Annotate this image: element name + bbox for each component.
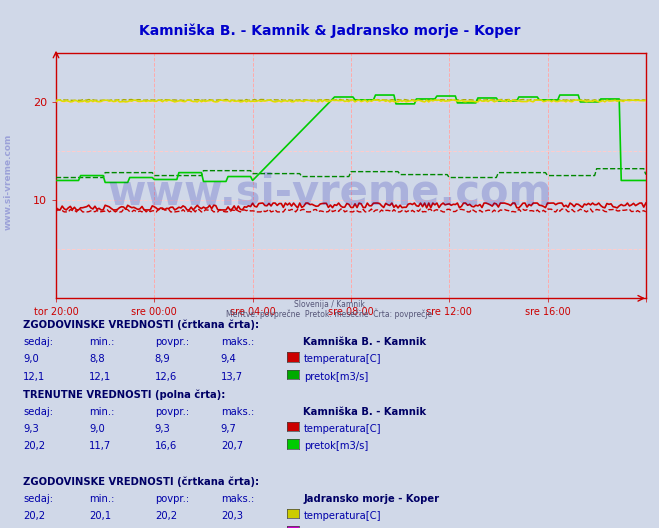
Text: pretok[m3/s]: pretok[m3/s]: [304, 441, 368, 451]
Text: 20,1: 20,1: [89, 511, 111, 521]
Text: TRENUTNE VREDNOSTI (polna črta):: TRENUTNE VREDNOSTI (polna črta):: [23, 389, 225, 400]
Text: Meritve: povprečne  Pretok: mesečne  Črta: povprečje: Meritve: povprečne Pretok: mesečne Črta:…: [227, 309, 432, 319]
Text: 9,7: 9,7: [221, 424, 237, 434]
Text: povpr.:: povpr.:: [155, 407, 189, 417]
Text: www.si-vreme.com: www.si-vreme.com: [3, 134, 13, 230]
Text: pretok[m3/s]: pretok[m3/s]: [304, 372, 368, 382]
Text: www.si-vreme.com: www.si-vreme.com: [107, 172, 552, 214]
Text: maks.:: maks.:: [221, 494, 254, 504]
Text: povpr.:: povpr.:: [155, 494, 189, 504]
Text: 20,3: 20,3: [221, 511, 243, 521]
Text: Kamniška B. - Kamnik: Kamniška B. - Kamnik: [303, 337, 426, 347]
Text: 9,0: 9,0: [89, 424, 105, 434]
Text: Jadransko morje - Koper: Jadransko morje - Koper: [303, 494, 440, 504]
Text: 20,2: 20,2: [155, 511, 177, 521]
Text: temperatura[C]: temperatura[C]: [304, 511, 382, 521]
Text: ZGODOVINSKE VREDNOSTI (črtkana črta):: ZGODOVINSKE VREDNOSTI (črtkana črta):: [23, 476, 259, 487]
Text: temperatura[C]: temperatura[C]: [304, 354, 382, 364]
Text: ZGODOVINSKE VREDNOSTI (črtkana črta):: ZGODOVINSKE VREDNOSTI (črtkana črta):: [23, 319, 259, 330]
Text: 12,1: 12,1: [23, 372, 45, 382]
Text: maks.:: maks.:: [221, 407, 254, 417]
Text: Kamniška B. - Kamnik: Kamniška B. - Kamnik: [303, 407, 426, 417]
Text: sedaj:: sedaj:: [23, 337, 53, 347]
Text: 20,2: 20,2: [23, 511, 45, 521]
Text: 20,2: 20,2: [23, 441, 45, 451]
Text: 9,0: 9,0: [23, 354, 39, 364]
Text: Slovenija / Kamnik: Slovenija / Kamnik: [294, 300, 365, 309]
Text: 12,1: 12,1: [89, 372, 111, 382]
Text: sedaj:: sedaj:: [23, 407, 53, 417]
Text: min.:: min.:: [89, 337, 115, 347]
Text: temperatura[C]: temperatura[C]: [304, 424, 382, 434]
Text: 9,3: 9,3: [23, 424, 39, 434]
Text: 20,7: 20,7: [221, 441, 243, 451]
Text: Kamniška B. - Kamnik & Jadransko morje - Koper: Kamniška B. - Kamnik & Jadransko morje -…: [139, 24, 520, 38]
Text: 8,9: 8,9: [155, 354, 171, 364]
Text: min.:: min.:: [89, 407, 115, 417]
Text: 11,7: 11,7: [89, 441, 111, 451]
Text: 13,7: 13,7: [221, 372, 243, 382]
Text: 9,4: 9,4: [221, 354, 237, 364]
Text: 9,3: 9,3: [155, 424, 171, 434]
Text: min.:: min.:: [89, 494, 115, 504]
Text: 12,6: 12,6: [155, 372, 177, 382]
Text: povpr.:: povpr.:: [155, 337, 189, 347]
Text: 16,6: 16,6: [155, 441, 177, 451]
Text: sedaj:: sedaj:: [23, 494, 53, 504]
Text: maks.:: maks.:: [221, 337, 254, 347]
Text: 8,8: 8,8: [89, 354, 105, 364]
